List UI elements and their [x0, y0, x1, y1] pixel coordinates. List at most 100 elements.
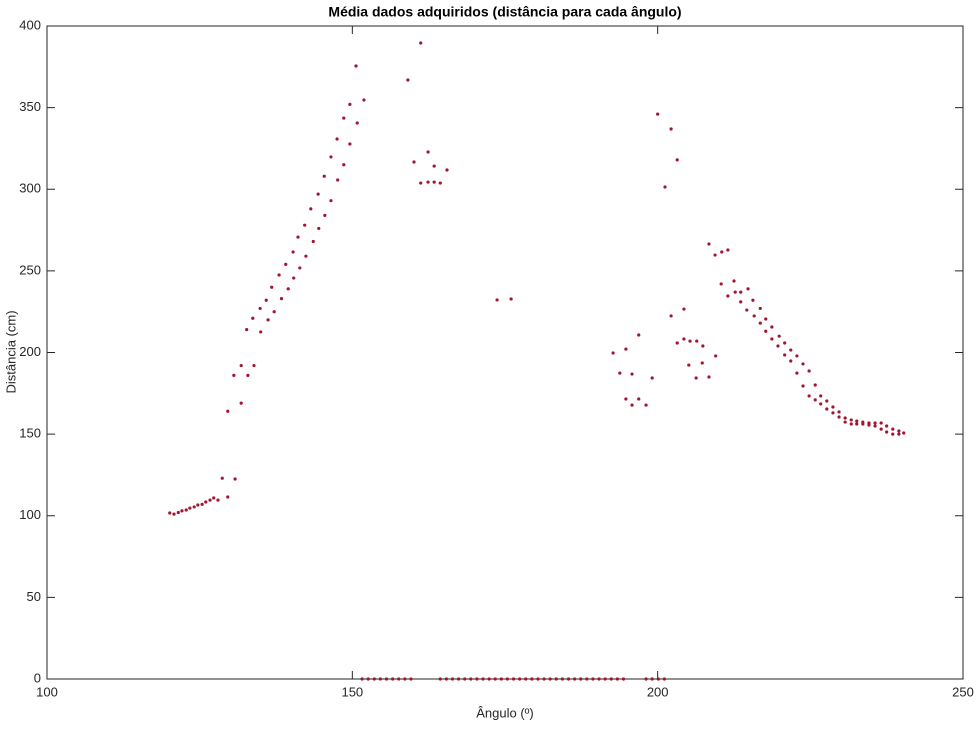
point — [849, 422, 853, 426]
point — [831, 411, 835, 415]
point — [813, 383, 817, 387]
point — [419, 181, 423, 185]
point — [758, 306, 762, 311]
point — [259, 330, 263, 334]
point — [783, 341, 787, 345]
point — [873, 424, 877, 428]
point — [675, 158, 679, 162]
point — [855, 422, 859, 426]
point — [669, 314, 673, 318]
point — [336, 178, 340, 182]
point — [688, 339, 692, 343]
point — [663, 185, 667, 189]
point — [252, 363, 256, 368]
point — [630, 403, 634, 407]
point — [825, 399, 829, 403]
point — [511, 677, 516, 681]
point — [879, 427, 883, 431]
point — [487, 677, 491, 681]
point — [481, 677, 485, 681]
point — [700, 361, 704, 365]
point — [348, 142, 352, 146]
point — [579, 677, 583, 681]
point — [284, 262, 288, 266]
point — [335, 137, 339, 141]
point — [172, 512, 176, 516]
point — [585, 677, 589, 681]
point — [789, 359, 793, 363]
point — [232, 373, 236, 377]
point — [597, 677, 601, 681]
point — [902, 431, 906, 435]
point — [783, 353, 787, 357]
point — [304, 254, 308, 258]
point — [843, 420, 847, 424]
point — [707, 242, 711, 246]
point — [505, 677, 510, 681]
point — [637, 397, 641, 401]
point — [807, 394, 811, 398]
point — [432, 164, 436, 168]
point — [322, 174, 326, 178]
x-tick-label: 150 — [341, 684, 363, 699]
point — [837, 415, 841, 419]
point — [656, 112, 660, 116]
point — [391, 677, 395, 681]
point — [819, 402, 823, 406]
x-axis-label: Ângulo (º) — [476, 705, 534, 720]
point — [360, 677, 364, 681]
point — [298, 266, 302, 270]
point — [751, 298, 755, 302]
point — [176, 510, 180, 515]
point — [378, 677, 383, 681]
point — [825, 407, 829, 411]
point — [701, 344, 705, 348]
point — [611, 351, 615, 355]
y-tick-label: 0 — [34, 670, 41, 685]
point — [426, 150, 430, 154]
point — [362, 98, 366, 102]
point — [216, 498, 220, 502]
point — [311, 239, 315, 244]
y-tick-label: 200 — [19, 344, 41, 359]
point — [220, 476, 224, 480]
point — [618, 371, 622, 375]
point — [317, 226, 321, 231]
point — [891, 427, 895, 431]
point — [758, 321, 762, 325]
y-tick-label: 300 — [19, 181, 41, 196]
point — [789, 348, 793, 352]
point — [329, 155, 333, 159]
point — [542, 677, 546, 681]
x-tick-label: 250 — [952, 684, 974, 699]
point — [591, 677, 595, 681]
point — [251, 316, 255, 320]
point — [406, 78, 410, 82]
point — [226, 495, 230, 499]
point — [168, 511, 172, 515]
point — [426, 180, 430, 184]
point — [819, 394, 823, 398]
point — [891, 432, 895, 436]
point — [444, 677, 448, 681]
point — [873, 421, 877, 425]
point — [309, 207, 313, 211]
point — [885, 424, 889, 428]
point — [192, 505, 196, 509]
point — [316, 192, 320, 196]
point — [644, 677, 648, 681]
point — [801, 384, 805, 388]
point — [630, 372, 634, 376]
point — [879, 421, 883, 425]
point — [695, 339, 699, 343]
point — [813, 398, 817, 402]
point — [266, 318, 270, 322]
point — [272, 310, 276, 314]
point — [843, 416, 847, 420]
point — [732, 279, 736, 283]
point — [246, 373, 250, 377]
point — [624, 347, 628, 351]
point — [746, 287, 750, 291]
point — [348, 102, 352, 106]
point — [438, 181, 442, 185]
